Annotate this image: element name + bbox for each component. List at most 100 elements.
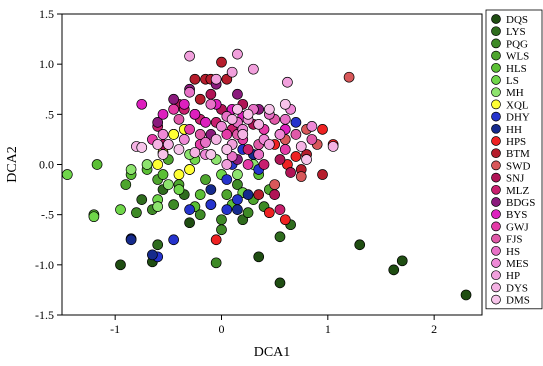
data-point-btm xyxy=(189,73,201,85)
data-point-bdgs xyxy=(168,93,179,105)
data-point-pqg xyxy=(194,209,206,221)
legend-label-hps: HPS xyxy=(506,136,526,148)
data-point-swd xyxy=(343,71,355,83)
data-point-dms xyxy=(301,154,312,165)
data-point-lys xyxy=(136,194,148,205)
legend-label-swd: SWD xyxy=(506,160,531,172)
data-point-dys xyxy=(327,141,339,152)
data-point-btm xyxy=(317,169,328,180)
y-axis-label: DCA2 xyxy=(5,146,20,183)
data-point-hps xyxy=(263,207,275,219)
data-point-gwj xyxy=(242,159,254,170)
legend-marker-hp xyxy=(491,270,501,281)
data-point-dys xyxy=(189,147,201,158)
data-point-hp xyxy=(184,50,195,62)
legend-label-wls: WLS xyxy=(506,51,529,63)
data-point-ls xyxy=(61,169,73,180)
data-point-ls xyxy=(173,184,185,195)
legend-label-gwj: GWJ xyxy=(506,221,529,233)
legend-marker-dqs xyxy=(491,14,501,24)
data-point-hh xyxy=(125,234,137,246)
data-point-dhy xyxy=(232,194,243,205)
legend-marker-hh xyxy=(491,123,501,134)
plot-area xyxy=(61,13,483,316)
data-point-dys xyxy=(253,119,265,130)
legend-marker-dms xyxy=(491,294,501,305)
data-point-dhy xyxy=(221,204,233,215)
legend-marker-mh xyxy=(491,87,501,98)
data-point-mes xyxy=(274,129,286,140)
legend-label-mes: MES xyxy=(506,258,529,270)
data-point-bys xyxy=(189,108,201,120)
data-point-hp xyxy=(282,76,293,88)
y-tick-label: .5 xyxy=(45,107,54,121)
legend-label-dys: DYS xyxy=(506,282,528,294)
data-point-fjs xyxy=(306,134,318,145)
legend-label-hs: HS xyxy=(506,246,520,258)
data-point-mlz xyxy=(242,144,254,155)
legend-label-bdgs: BDGS xyxy=(506,197,535,209)
x-axis-label: DCA1 xyxy=(254,345,291,360)
legend-label-snj: SNJ xyxy=(506,173,525,185)
data-point-snj xyxy=(274,154,286,165)
data-point-hp xyxy=(226,66,238,78)
legend-label-mh: MH xyxy=(506,87,524,99)
x-tick-label: 0 xyxy=(218,322,224,336)
data-point-hps xyxy=(210,234,222,246)
data-point-dms xyxy=(263,103,275,115)
data-point-mh xyxy=(125,164,137,175)
data-point-gwj xyxy=(221,129,233,140)
data-point-dhy xyxy=(168,234,179,246)
data-point-xql xyxy=(184,164,195,175)
legend-marker-dys xyxy=(491,282,501,293)
data-point-gwj xyxy=(184,124,195,135)
data-point-dqs xyxy=(354,239,366,251)
data-point-wls xyxy=(221,189,233,200)
data-point-xql xyxy=(152,159,164,170)
data-point-dms xyxy=(232,103,243,115)
data-point-lys xyxy=(152,239,164,251)
y-tick-label: 1.0 xyxy=(39,57,54,71)
axis-ticks: -1 0 1 2 -1.5 -1.0 -.5 0.0 .5 1.0 1.5 xyxy=(35,7,437,336)
data-point-hp xyxy=(263,139,275,150)
plot-frame xyxy=(61,13,483,316)
data-point-mh xyxy=(152,201,164,212)
data-point-btm xyxy=(194,93,206,105)
data-point-dqs xyxy=(388,264,400,276)
data-point-bdgs xyxy=(232,88,243,100)
legend-marker-mes xyxy=(491,258,501,268)
data-point-fjs xyxy=(173,113,185,125)
data-point-dhy xyxy=(221,174,233,185)
legend-label-mlz: MLZ xyxy=(506,185,530,197)
data-point-mes xyxy=(178,134,190,145)
data-point-snj xyxy=(205,88,217,100)
data-point-gwj xyxy=(168,103,179,115)
legend: DQSLYSPQGWLSHLSLSMHXQLDHYHHHPSBTMSWDSNJM… xyxy=(485,9,543,310)
legend-marker-bdgs xyxy=(491,197,501,207)
data-point-hs xyxy=(253,149,265,160)
legend-marker-hps xyxy=(491,136,501,146)
data-point-dms xyxy=(205,149,217,160)
data-point-dms xyxy=(242,108,254,120)
data-point-dms xyxy=(221,144,233,155)
legend-marker-hs xyxy=(491,245,501,256)
legend-marker-dhy xyxy=(491,111,501,122)
data-point-pqg xyxy=(216,214,227,226)
legend-marker-gwj xyxy=(491,221,501,232)
data-point-fjs xyxy=(290,129,302,140)
data-point-bys xyxy=(200,117,211,128)
data-point-bys xyxy=(136,98,148,110)
data-point-dms xyxy=(136,142,148,153)
data-point-bys xyxy=(178,98,190,110)
legend-marker-swd xyxy=(491,160,501,171)
data-point-gwj xyxy=(279,144,291,155)
data-point-hh xyxy=(232,204,243,215)
data-point-dqs xyxy=(184,217,195,229)
y-tick-label: 0.0 xyxy=(39,158,54,172)
data-point-dhy xyxy=(290,117,302,128)
legend-marker-ls xyxy=(491,75,501,85)
data-point-dys xyxy=(226,113,238,125)
data-point-lys xyxy=(274,231,286,243)
data-point-mh xyxy=(141,159,153,170)
